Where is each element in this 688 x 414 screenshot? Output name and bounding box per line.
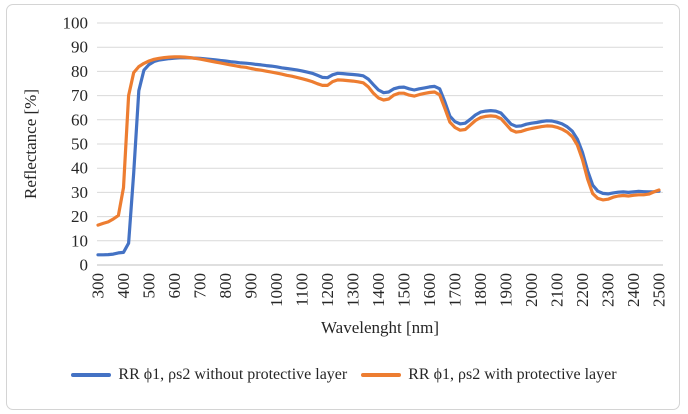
x-tick-label-600: 600 (165, 273, 184, 299)
x-tick-label-1200: 1200 (318, 273, 337, 307)
y-tick-label-90: 90 (71, 38, 88, 57)
y-tick-label-10: 10 (71, 231, 88, 250)
x-tick-label-2200: 2200 (573, 273, 592, 307)
x-tick-label-1300: 1300 (344, 273, 363, 307)
y-tick-label-20: 20 (71, 207, 88, 226)
y-tick-label-70: 70 (71, 86, 88, 105)
x-tick-label-1000: 1000 (267, 273, 286, 307)
x-tick-label-1600: 1600 (420, 273, 439, 307)
y-tick-label-60: 60 (71, 110, 88, 129)
x-tick-label-1700: 1700 (446, 273, 465, 307)
x-tick-label-2100: 2100 (548, 273, 567, 307)
x-tick-label-2400: 2400 (624, 273, 643, 307)
legend-label-without-layer: RR ϕ1, ρs2 without protective layer (118, 366, 348, 383)
x-tick-label-500: 500 (140, 273, 159, 299)
series-line-0 (96, 55, 661, 257)
x-tick-label-1400: 1400 (369, 273, 388, 307)
x-tick-label-1900: 1900 (497, 273, 516, 307)
x-tick-label-1800: 1800 (471, 273, 490, 307)
x-axis-title: Wavelenght [nm] (320, 318, 440, 337)
y-tick-label-80: 80 (71, 62, 88, 81)
y-tick-label-0: 0 (80, 256, 89, 275)
x-tick-label-1500: 1500 (395, 273, 414, 307)
y-tick-label-50: 50 (71, 135, 88, 154)
series-swatch-without-layer (71, 373, 112, 377)
y-axis-title: Reflectance [%] (21, 89, 40, 199)
x-tick-label-900: 900 (242, 273, 261, 299)
x-tick-label-400: 400 (114, 273, 133, 299)
x-tick-label-800: 800 (216, 273, 235, 299)
series-line-1 (96, 55, 661, 227)
x-tick-label-2000: 2000 (522, 273, 541, 307)
y-tick-label-30: 30 (71, 183, 88, 202)
x-tick-label-2300: 2300 (599, 273, 618, 307)
y-tick-label-40: 40 (71, 159, 88, 178)
legend-label-with-layer: RR ϕ1, ρs2 with protective layer (408, 366, 617, 383)
x-tick-label-1100: 1100 (293, 273, 312, 306)
x-tick-label-300: 300 (89, 273, 108, 299)
x-tick-label-700: 700 (191, 273, 210, 299)
legend-item-with-layer: RR ϕ1, ρs2 with protective layer (361, 366, 617, 384)
legend-item-without-layer: RR ϕ1, ρs2 without protective layer (71, 366, 347, 384)
y-tick-label-100: 100 (63, 14, 89, 33)
legend: RR ϕ1, ρs2 without protective layer RR ϕ… (0, 366, 688, 384)
series-swatch-with-layer (361, 373, 402, 377)
x-tick-label-2500: 2500 (650, 273, 669, 307)
